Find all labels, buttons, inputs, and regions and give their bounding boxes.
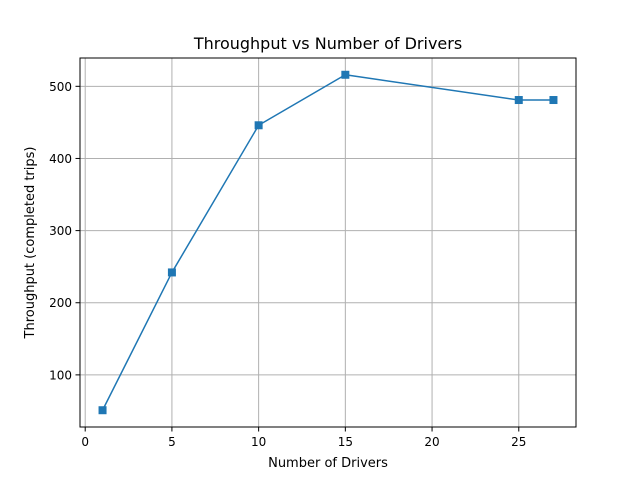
ticks: 0 5 10 15 20 25 100 200 300 400 500 xyxy=(49,80,526,449)
y-axis-label: Throughput (completed trips) xyxy=(23,147,38,340)
series-layer xyxy=(98,70,558,415)
x-tick-label: 15 xyxy=(338,435,353,449)
data-point-marker xyxy=(341,70,350,79)
y-tick-label: 300 xyxy=(49,224,72,238)
data-point-marker xyxy=(254,121,263,130)
data-point-marker xyxy=(98,406,107,415)
x-tick-label: 20 xyxy=(424,435,439,449)
y-tick-label: 200 xyxy=(49,296,72,310)
x-axis-label: Number of Drivers xyxy=(268,456,388,471)
data-point-marker xyxy=(514,96,523,105)
y-tick-label: 400 xyxy=(49,152,72,166)
grid xyxy=(80,58,576,427)
data-point-marker xyxy=(549,96,558,105)
x-tick-label: 10 xyxy=(251,435,266,449)
series-line xyxy=(101,74,554,411)
y-tick-label: 500 xyxy=(49,80,72,94)
x-tick-label: 5 xyxy=(168,435,176,449)
data-point-marker xyxy=(167,268,176,277)
x-tick-label: 25 xyxy=(511,435,526,449)
plot-frame xyxy=(79,57,577,428)
y-tick-label: 100 xyxy=(49,368,72,382)
x-tick-label: 0 xyxy=(81,435,89,449)
chart-title: Throughput vs Number of Drivers xyxy=(193,34,462,53)
